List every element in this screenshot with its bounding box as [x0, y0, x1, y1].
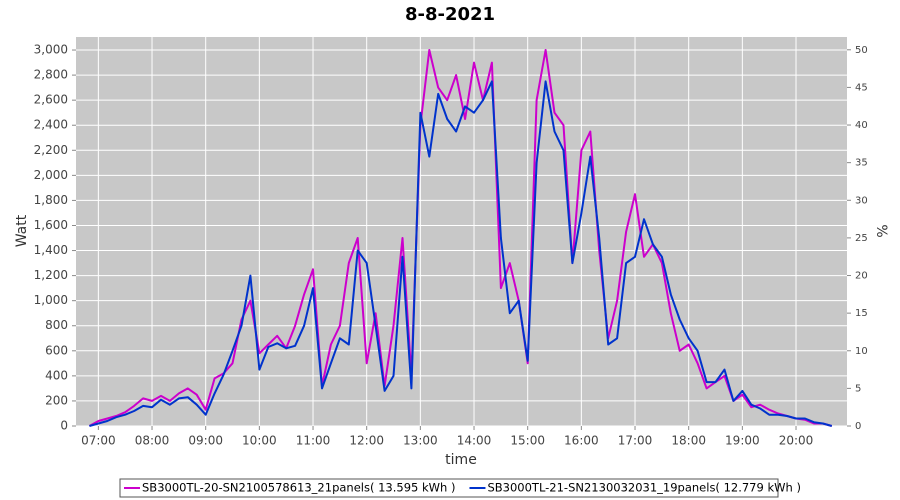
- y2-tick-label: 5: [855, 383, 861, 394]
- y2-tick-label: 25: [855, 233, 868, 244]
- x-tick-label: 08:00: [135, 434, 170, 448]
- x-tick-label: 12:00: [349, 434, 384, 448]
- x-tick-label: 15:00: [510, 434, 545, 448]
- y-tick-label: 1,200: [34, 268, 68, 282]
- y-tick-label: 1,400: [34, 243, 68, 257]
- y2-tick-label: 10: [855, 346, 868, 357]
- y2-tick-label: 30: [855, 195, 868, 206]
- y-tick-label: 2,800: [34, 68, 68, 82]
- y-tick-label: 3,000: [34, 43, 68, 57]
- x-tick-label: 17:00: [618, 434, 653, 448]
- x-axis-label: time: [445, 452, 477, 468]
- x-tick-label: 18:00: [671, 434, 706, 448]
- y-tick-label: 1,800: [34, 193, 68, 207]
- x-tick-label: 20:00: [779, 434, 814, 448]
- x-tick-label: 11:00: [296, 434, 331, 448]
- legend-label: SB3000TL-21-SN2130032031_19panels( 12.77…: [487, 481, 800, 495]
- y2-tick-label: 45: [855, 82, 868, 93]
- y-tick-label: 200: [45, 393, 68, 407]
- y-axis-label: Watt: [14, 214, 30, 247]
- series-line: [88, 49, 833, 427]
- y-tick-label: 800: [45, 318, 68, 332]
- x-tick-label: 14:00: [457, 434, 492, 448]
- x-tick-label: 19:00: [725, 434, 760, 448]
- y-tick-label: 1,600: [34, 218, 68, 232]
- y-tick-label: 1,000: [34, 293, 68, 307]
- y2-tick-label: 0: [855, 421, 861, 432]
- lines: [88, 49, 833, 427]
- y2-axis-label: %: [873, 224, 889, 237]
- y2-tick-label: 20: [855, 271, 868, 282]
- y-tick-label: 0: [60, 419, 68, 433]
- legend-label: SB3000TL-20-SN2100578613_21panels( 13.59…: [142, 481, 455, 495]
- y-tick-label: 2,400: [34, 118, 68, 132]
- y-tick-label: 400: [45, 368, 68, 382]
- x-tick-label: 10:00: [242, 434, 277, 448]
- chart-title: 8-8-2021: [405, 4, 495, 25]
- y-tick-label: 600: [45, 343, 68, 357]
- x-tick-label: 07:00: [81, 434, 116, 448]
- plot-area: [76, 37, 847, 426]
- y-tick-label: 2,600: [34, 93, 68, 107]
- y2-tick-label: 15: [855, 308, 868, 319]
- legend: [119, 478, 779, 498]
- y-tick-label: 2,200: [34, 143, 68, 157]
- x-tick-label: 13:00: [403, 434, 438, 448]
- x-tick-label: 09:00: [188, 434, 223, 448]
- x-tick-label: 16:00: [564, 434, 599, 448]
- y2-tick-label: 35: [855, 158, 868, 169]
- series-line: [89, 80, 833, 427]
- y2-tick-label: 50: [855, 45, 868, 56]
- y-tick-label: 2,000: [34, 168, 68, 182]
- y2-tick-label: 40: [855, 120, 868, 131]
